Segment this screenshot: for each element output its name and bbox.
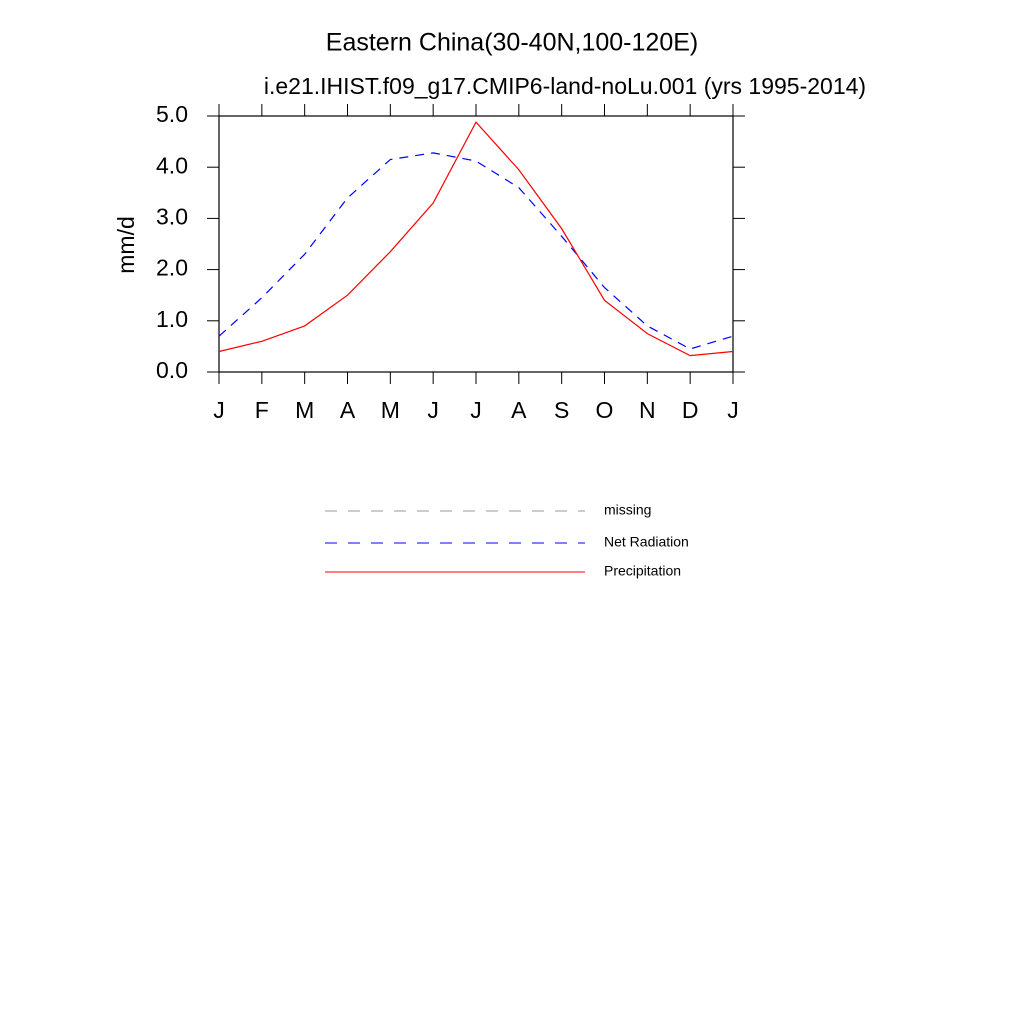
y-tick-label: 5.0 xyxy=(156,101,188,127)
series-line xyxy=(218,121,734,357)
legend-label: Net Radiation xyxy=(604,534,689,550)
x-tick-label: J xyxy=(427,397,439,423)
x-tick-label: M xyxy=(381,397,400,423)
x-tick-label: D xyxy=(682,397,699,423)
x-tick-label: M xyxy=(295,397,314,423)
x-tick-label: O xyxy=(596,397,614,423)
x-tick-label: J xyxy=(213,397,225,423)
x-tick-label: J xyxy=(470,397,482,423)
legend-label: missing xyxy=(604,502,651,518)
y-axis-label: mm/d xyxy=(113,216,139,274)
y-tick-label: 3.0 xyxy=(156,203,188,229)
x-tick-label: F xyxy=(255,397,269,423)
series-line xyxy=(218,152,734,350)
x-tick-label: S xyxy=(554,397,569,423)
chart-subtitle: i.e21.IHIST.f09_g17.CMIP6-land-noLu.001 … xyxy=(264,73,866,99)
x-tick-label: N xyxy=(639,397,656,423)
y-tick-label: 1.0 xyxy=(156,306,188,332)
y-tick-label: 4.0 xyxy=(156,152,188,178)
legend-label: Precipitation xyxy=(604,563,681,579)
y-tick-label: 0.0 xyxy=(156,357,188,383)
x-tick-label: A xyxy=(511,397,527,423)
chart-title: Eastern China(30-40N,100-120E) xyxy=(326,29,698,57)
x-tick-label: A xyxy=(340,397,356,423)
plot-frame xyxy=(218,115,734,373)
x-tick-label: J xyxy=(727,397,739,423)
y-tick-label: 2.0 xyxy=(156,255,188,281)
